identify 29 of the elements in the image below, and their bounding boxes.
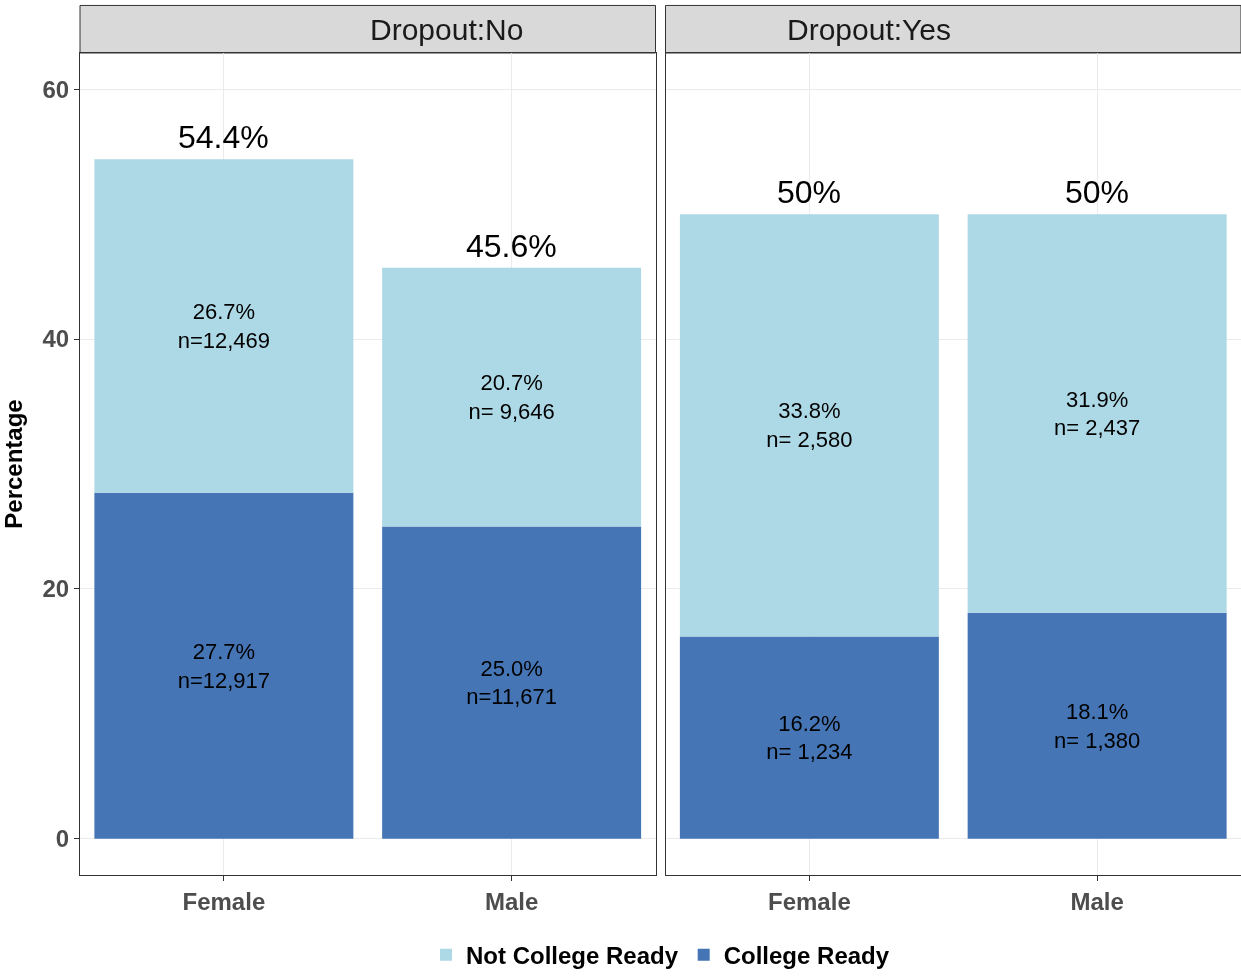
bar bbox=[382, 267, 642, 527]
x-tick-label: Female bbox=[768, 887, 851, 915]
y-axis-title: Percentage bbox=[0, 399, 27, 529]
bar bbox=[382, 526, 642, 839]
bar bbox=[94, 159, 354, 493]
y-tick-label: 20 bbox=[42, 575, 70, 603]
x-tick-label: Female bbox=[182, 887, 266, 915]
y-tick-label: 60 bbox=[42, 75, 70, 103]
total-label: 50% bbox=[1065, 174, 1130, 210]
total-label: 45.6% bbox=[466, 228, 557, 264]
x-tick-label: Male bbox=[1070, 887, 1124, 915]
y-tick-label: 0 bbox=[55, 825, 70, 853]
data-label: 33.8% n= 2,580 bbox=[766, 398, 853, 453]
data-label: 16.2% n= 1,234 bbox=[766, 710, 853, 765]
y-tick-label: 40 bbox=[42, 325, 70, 353]
data-label: 26.7% n=12,469 bbox=[177, 299, 271, 353]
data-label: 27.7% n=12,917 bbox=[177, 638, 271, 693]
data-label: 25.0% n=11,671 bbox=[466, 655, 557, 710]
total-label: 50% bbox=[777, 174, 842, 210]
legend-label: Not College Ready bbox=[466, 942, 679, 969]
chart-title: Dropout:No bbox=[370, 13, 524, 46]
chart-title: Dropout:Yes bbox=[787, 13, 952, 46]
data-label: 18.1% n= 1,380 bbox=[1054, 698, 1141, 753]
data-label: 31.9% n= 2,437 bbox=[1054, 386, 1141, 441]
x-tick-label: Male bbox=[484, 887, 539, 915]
total-label: 54.4% bbox=[178, 119, 269, 155]
bar bbox=[94, 492, 354, 839]
data-label: 20.7% n= 9,646 bbox=[468, 370, 555, 424]
legend-label: College Ready bbox=[723, 942, 890, 969]
